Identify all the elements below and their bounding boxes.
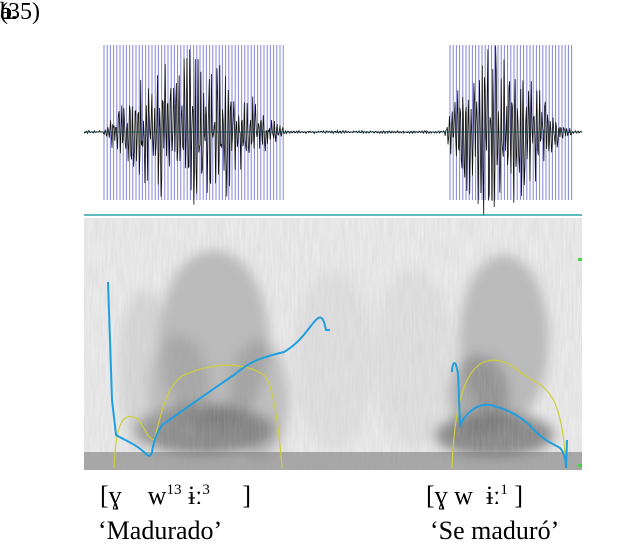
transcription-a-tone-1: 13 [166, 482, 182, 498]
acoustic-figure [84, 40, 582, 470]
transcription-b-tone: 1 [500, 482, 508, 498]
spectrogram-low-band [84, 452, 582, 470]
transcription-a-vowel: ɨː [187, 481, 203, 510]
panel-b-label: b. [0, 0, 18, 25]
spectrogram-texture [84, 218, 582, 470]
transcription-a-open: [ɣ [100, 481, 122, 510]
intensity-contour-a [113, 364, 283, 469]
gloss-b: ‘Se maduró’ [430, 516, 560, 545]
transcription-a-close: ] [242, 481, 252, 510]
spectrogram-panel [84, 218, 582, 470]
transcription-a-tone-2: 3 [202, 482, 210, 498]
transcription-b-close: ] [514, 481, 524, 510]
waveform-panel [84, 40, 582, 216]
pulse-marks-a [103, 45, 284, 200]
gloss-a: ‘Madurado’ [98, 516, 223, 545]
spectrogram-marker-bottom [578, 464, 582, 467]
transcription-b: [ɣ w ɨː1 ] [426, 483, 523, 509]
panel-a-label: a. [0, 0, 17, 25]
transcription-a-segment: w [147, 481, 167, 510]
transcription-b-open: [ɣ w [426, 481, 473, 510]
spectrogram-marker-top [578, 258, 582, 261]
example-number: (35) [0, 0, 40, 25]
pitch-contour-a [107, 281, 330, 457]
waveform-trace [84, 45, 582, 216]
transcription-a: [ɣ w13 ɨː3 ] [100, 483, 251, 509]
pitch-contour-b [451, 362, 568, 469]
transcription-b-vowel: ɨː [485, 481, 501, 510]
